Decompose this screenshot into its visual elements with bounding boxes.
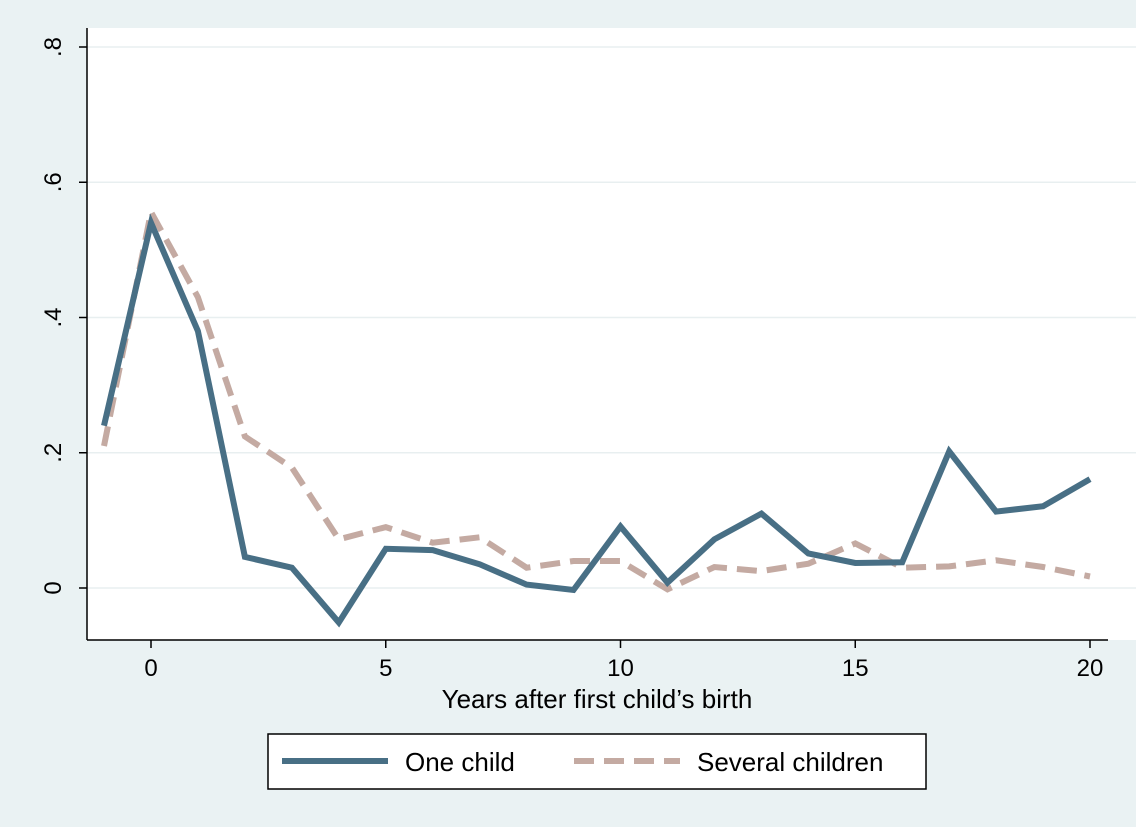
- y-tick-label: .8: [40, 37, 67, 57]
- legend-label-several-children: Several children: [697, 747, 883, 777]
- y-tick-label: .2: [40, 443, 67, 463]
- x-axis-ticks: 0 5 10 15 20: [144, 640, 1103, 682]
- y-axis-ticks: 0 .2 .4 .6 .8: [40, 37, 87, 595]
- x-tick-label: 20: [1077, 655, 1104, 682]
- legend-label-one-child: One child: [405, 747, 515, 777]
- x-tick-label: 15: [842, 655, 869, 682]
- y-tick-label: .4: [40, 307, 67, 327]
- y-tick-label: .6: [40, 172, 67, 192]
- x-tick-label: 10: [607, 655, 634, 682]
- series-line-several-children: [101, 203, 1091, 593]
- series-layer: [101, 203, 1092, 628]
- gridlines: [87, 46, 1136, 589]
- x-axis-title: Years after first child’s birth: [442, 684, 753, 714]
- axes: [86, 28, 1108, 641]
- x-tick-label: 5: [379, 655, 392, 682]
- legend: One child Several children: [267, 733, 927, 790]
- series-line-one-child: [101, 213, 1092, 628]
- x-tick-label: 0: [144, 655, 157, 682]
- y-tick-label: 0: [40, 581, 67, 594]
